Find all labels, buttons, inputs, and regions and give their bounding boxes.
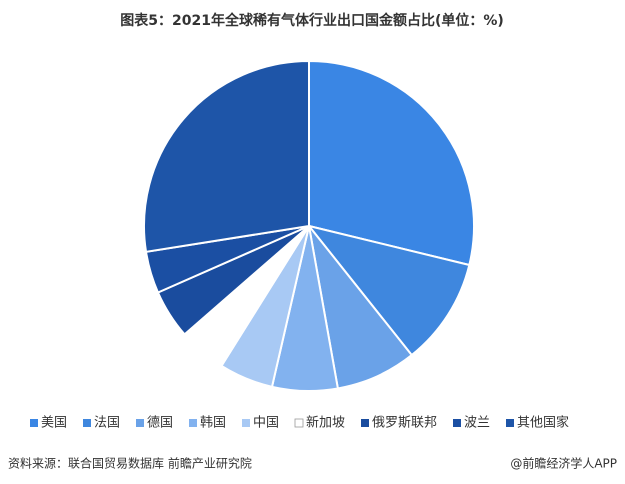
legend-swatch xyxy=(136,419,144,427)
legend-swatch xyxy=(506,419,514,427)
legend-swatch xyxy=(453,419,461,427)
legend-swatch xyxy=(83,419,91,427)
legend-label: 波兰 xyxy=(464,416,490,431)
pie-slice xyxy=(143,59,310,253)
legend-swatch xyxy=(294,418,304,428)
legend-swatch xyxy=(361,419,369,427)
legend-label: 俄罗斯联邦 xyxy=(372,416,437,431)
chart-title: 图表5：2021年全球稀有气体行业出口国金额占比(单位：%) xyxy=(120,12,504,29)
legend-swatch xyxy=(189,419,197,427)
legend-label: 法国 xyxy=(94,416,120,431)
pie-slice xyxy=(308,59,475,267)
brand-note: @前瞻经济学人APP xyxy=(510,456,617,471)
legend-label: 中国 xyxy=(253,416,279,431)
legend-label: 新加坡 xyxy=(306,415,345,431)
legend-label: 其他国家 xyxy=(517,415,569,431)
legend-swatch xyxy=(242,419,250,427)
legend-swatch xyxy=(30,419,38,427)
legend-label: 美国 xyxy=(41,416,67,431)
pie-slice xyxy=(306,224,471,357)
legend-label: 韩国 xyxy=(200,416,226,431)
legend-label: 德国 xyxy=(147,416,173,431)
source-note: 资料来源：联合国贸易数据库 前瞻产业研究院 xyxy=(8,456,252,471)
